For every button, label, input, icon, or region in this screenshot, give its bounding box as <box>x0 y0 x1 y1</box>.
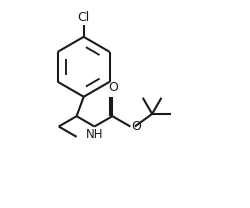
Text: O: O <box>108 81 118 94</box>
Text: Cl: Cl <box>78 11 90 24</box>
Text: NH: NH <box>86 128 103 141</box>
Text: O: O <box>131 120 141 133</box>
